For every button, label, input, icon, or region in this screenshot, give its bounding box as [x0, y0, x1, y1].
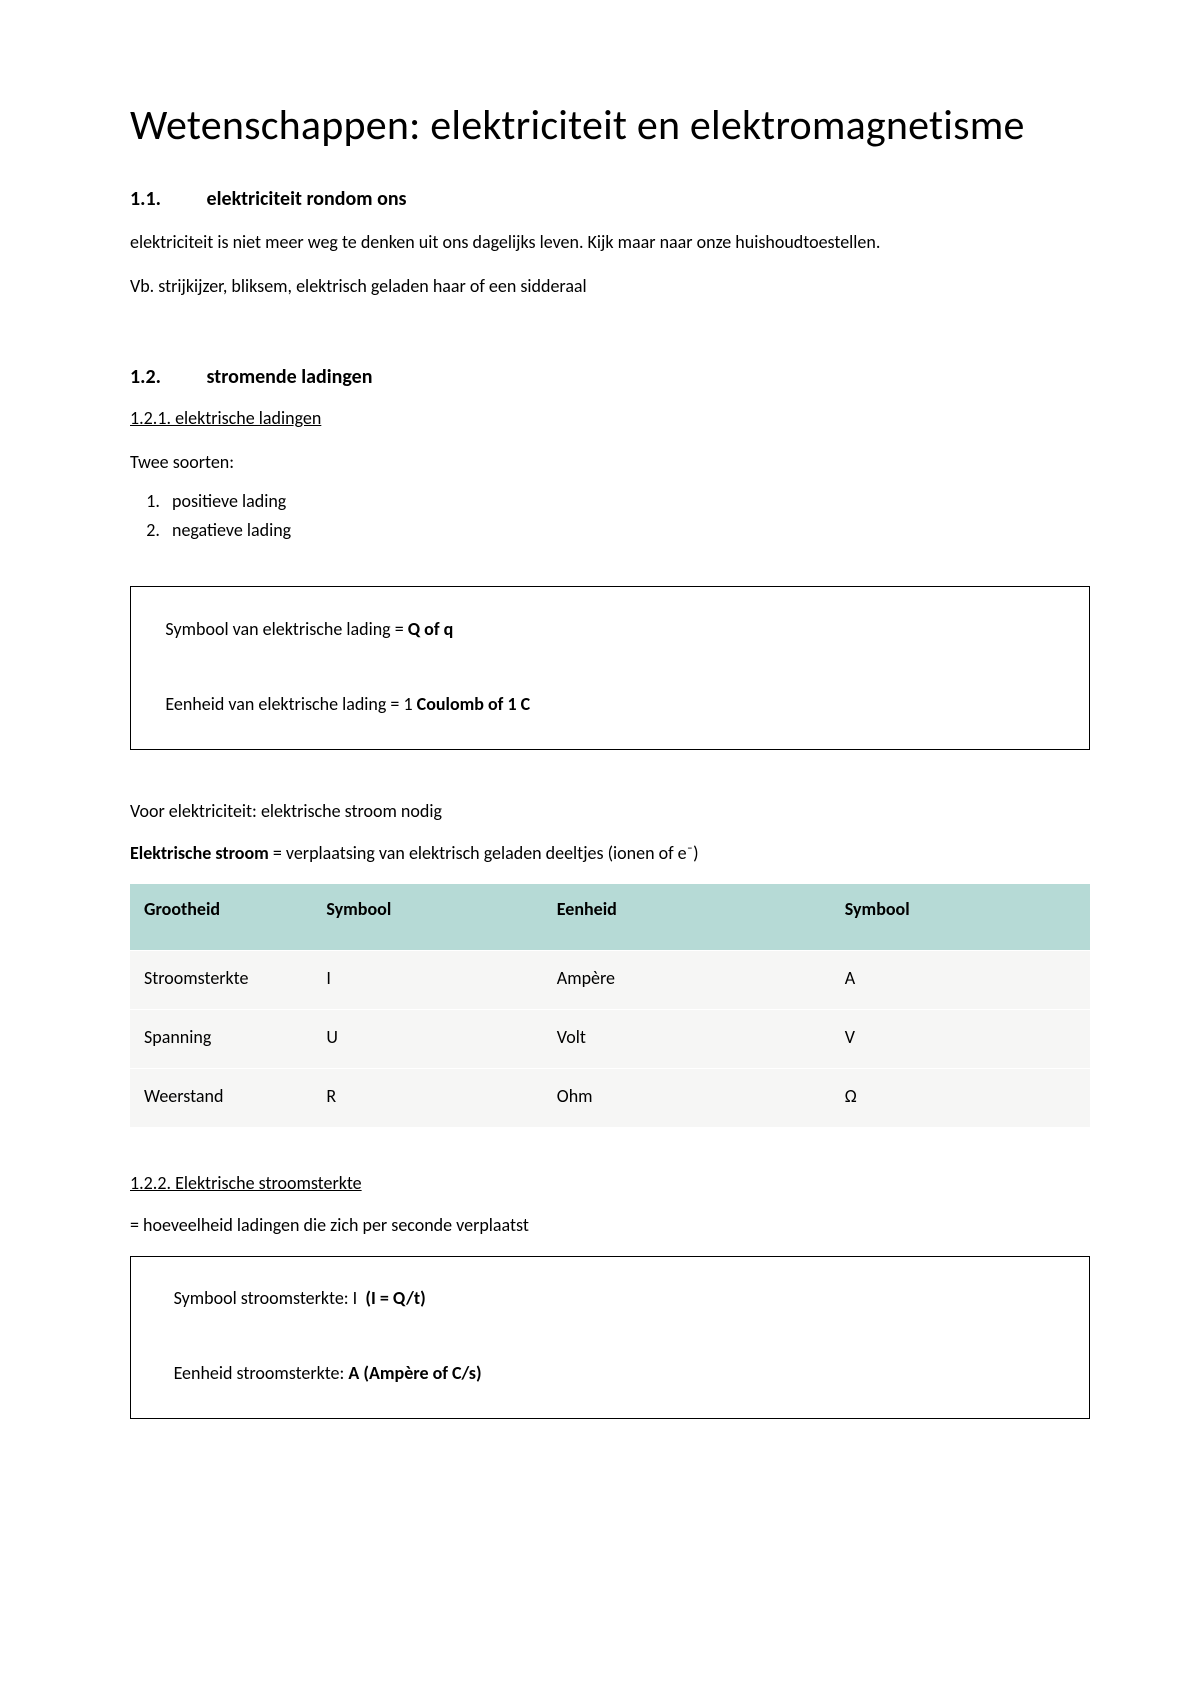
- section-number: 1.1.: [130, 187, 202, 211]
- table-row: StroomsterkteIAmpèreA: [130, 950, 1090, 1009]
- quantities-table: GrootheidSymboolEenheidSymbool Stroomste…: [130, 884, 1090, 1128]
- charge-types-list: positieve lading negatieve lading: [164, 487, 1090, 545]
- section-1-2-heading: 1.2. stromende ladingen: [130, 365, 1090, 389]
- box-bold: Coulomb of 1 C: [417, 693, 531, 715]
- box-line: Eenheid stroomsterkte: A (Ampère of C/s): [141, 1336, 1079, 1412]
- def-body: = verplaatsing van elektrisch geladen de…: [269, 842, 699, 864]
- table-cell: I: [312, 950, 542, 1009]
- section-title: elektriciteit rondom ons: [207, 187, 407, 211]
- box-text: Eenheid stroomsterkte:: [174, 1362, 349, 1384]
- table-header-row: GrootheidSymboolEenheidSymbool: [130, 884, 1090, 951]
- table-cell: U: [312, 1009, 542, 1068]
- box-line: Eenheid van elektrische lading = 1 Coulo…: [141, 667, 1079, 743]
- current-symbol-box: Symbool stroomsterkte: I (I = Q/t) Eenhe…: [130, 1256, 1090, 1419]
- table-row: WeerstandROhmΩ: [130, 1068, 1090, 1127]
- table-body: StroomsterkteIAmpèreASpanningUVoltVWeers…: [130, 950, 1090, 1127]
- current-definition-text: = hoeveelheid ladingen die zich per seco…: [130, 1212, 1090, 1238]
- charge-symbol-box: Symbool van elektrische lading = Q of q …: [130, 586, 1090, 749]
- box-bold: Q of q: [408, 618, 454, 640]
- table-header-cell: Symbool: [831, 884, 1090, 951]
- list-item: positieve lading: [164, 487, 1090, 516]
- table-cell: Volt: [543, 1009, 831, 1068]
- table-cell: R: [312, 1068, 542, 1127]
- table-cell: Weerstand: [130, 1068, 312, 1127]
- box-text: Symbool stroomsterkte: I: [174, 1287, 366, 1309]
- box-line: Symbool van elektrische lading = Q of q: [141, 591, 1079, 667]
- box-text: Eenheid van elektrische lading = 1: [165, 693, 416, 715]
- table-cell: Ampère: [543, 950, 831, 1009]
- section-1-1-p2: Vb. strijkijzer, bliksem, elektrisch gel…: [130, 273, 1090, 299]
- table-header-cell: Symbool: [312, 884, 542, 951]
- document-page: Wetenschappen: elektriciteit en elektrom…: [0, 0, 1200, 1698]
- section-1-1-p1: elektriciteit is niet meer weg te denken…: [130, 229, 1090, 255]
- box-line: Symbool stroomsterkte: I (I = Q/t): [141, 1261, 1079, 1337]
- table-row: SpanningUVoltV: [130, 1009, 1090, 1068]
- table-header-cell: Eenheid: [543, 884, 831, 951]
- section-1-1-heading: 1.1. elektriciteit rondom ons: [130, 187, 1090, 211]
- box-bold: A (Ampère of C/s): [348, 1362, 481, 1384]
- subsection-1-2-1: 1.2.1. elektrische ladingen: [130, 407, 1090, 429]
- need-current-text: Voor elektriciteit: elektrische stroom n…: [130, 798, 1090, 824]
- list-item: negatieve lading: [164, 516, 1090, 545]
- table-cell: Stroomsterkte: [130, 950, 312, 1009]
- two-kinds-label: Twee soorten:: [130, 449, 1090, 475]
- electric-current-def: Elektrische stroom = verplaatsing van el…: [130, 842, 1090, 864]
- box-text: Symbool van elektrische lading =: [165, 618, 407, 640]
- table-cell: A: [831, 950, 1090, 1009]
- table-cell: V: [831, 1009, 1090, 1068]
- table-cell: Ω: [831, 1068, 1090, 1127]
- table-cell: Spanning: [130, 1009, 312, 1068]
- page-title: Wetenschappen: elektriciteit en elektrom…: [130, 100, 1090, 153]
- subsection-1-2-2: 1.2.2. Elektrische stroomsterkte: [130, 1172, 1090, 1194]
- section-title: stromende ladingen: [207, 365, 373, 389]
- table-header-cell: Grootheid: [130, 884, 312, 951]
- box-bold: (I = Q/t): [365, 1287, 425, 1309]
- table-cell: Ohm: [543, 1068, 831, 1127]
- def-term: Elektrische stroom: [130, 842, 269, 864]
- section-number: 1.2.: [130, 365, 202, 389]
